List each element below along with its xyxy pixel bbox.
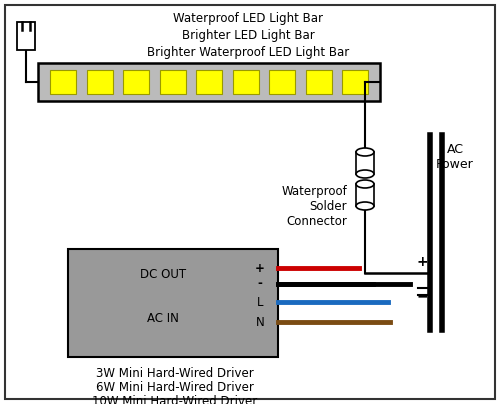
Bar (160, 70, 186, 94)
Text: Brighter Waterproof LED Light Bar: Brighter Waterproof LED Light Bar (147, 46, 349, 59)
Bar (38, 63, 380, 101)
Ellipse shape (356, 148, 374, 156)
Text: AC IN: AC IN (147, 311, 179, 324)
Text: Waterproof LED Light Bar: Waterproof LED Light Bar (173, 12, 323, 25)
Text: −: − (416, 289, 428, 303)
Bar (342, 70, 368, 94)
Bar (17, 22, 35, 50)
Bar (356, 184, 374, 206)
Text: Waterproof
Solder
Connector: Waterproof Solder Connector (281, 185, 347, 228)
Text: -: - (258, 278, 262, 290)
Ellipse shape (356, 180, 374, 188)
Ellipse shape (356, 170, 374, 178)
Bar (68, 249, 278, 357)
Text: L: L (257, 295, 263, 309)
Ellipse shape (356, 202, 374, 210)
Text: DC OUT: DC OUT (140, 269, 186, 282)
Bar (123, 70, 149, 94)
Text: 6W Mini Hard-Wired Driver: 6W Mini Hard-Wired Driver (96, 381, 254, 394)
Bar (269, 70, 295, 94)
Bar (356, 152, 374, 174)
Bar (196, 70, 222, 94)
Bar (50, 70, 76, 94)
Bar (232, 70, 258, 94)
Bar (306, 70, 332, 94)
Text: AC
Power: AC Power (436, 143, 474, 171)
Bar (86, 70, 113, 94)
Text: +: + (255, 261, 265, 274)
Text: N: N (256, 316, 264, 328)
Text: Brighter LED Light Bar: Brighter LED Light Bar (182, 29, 314, 42)
Text: 10W Mini Hard-Wired Driver: 10W Mini Hard-Wired Driver (92, 395, 258, 404)
Text: 3W Mini Hard-Wired Driver: 3W Mini Hard-Wired Driver (96, 367, 254, 380)
Text: +: + (416, 255, 428, 269)
